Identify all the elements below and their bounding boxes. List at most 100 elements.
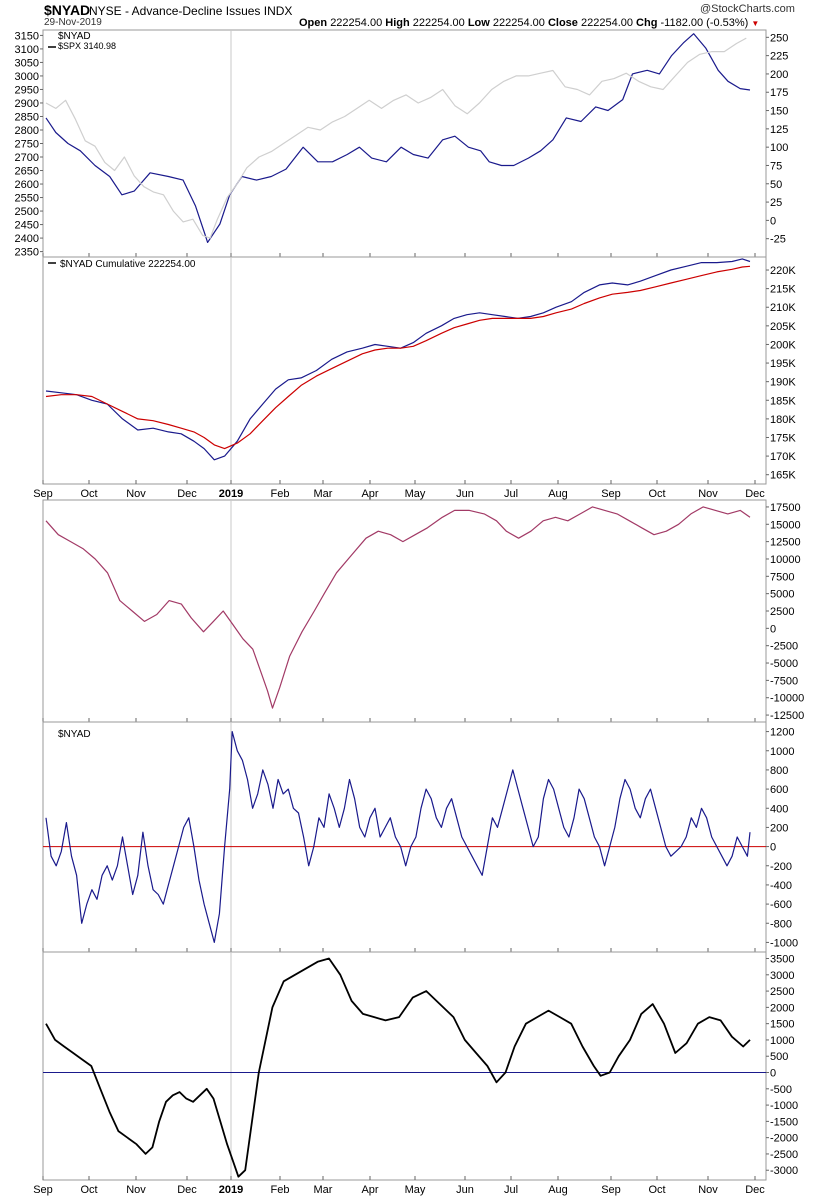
high-label: High [385,17,410,29]
y-axis-label: 3500 [770,954,794,966]
y-axis-label: 175 [770,87,788,99]
chart-panel-2 [42,256,767,485]
y-axis-label-left: 2600 [15,179,39,191]
y-axis-label: 165K [770,470,796,482]
x-axis-label: Sep [33,488,53,500]
x-axis-label: Oct [648,488,665,500]
low-label: Low [467,17,490,29]
x-axis-label: Dec [177,488,197,500]
x-axis-label: Nov [126,1184,146,1196]
y-axis-label-left: 2400 [15,233,39,245]
series-line-1 [45,33,751,243]
x-axis-label: 2019 [219,488,243,500]
chart-header: $NYAD NYSE - Advance-Decline Issues INDX… [0,0,820,30]
y-axis-label-left: 3100 [15,44,39,56]
x-axis-label: Apr [361,488,378,500]
y-axis-label: 170K [770,451,796,463]
x-axis-label: Dec [745,488,765,500]
x-axis-labels-row-1: Sep Oct Nov Dec 2019 Feb Mar Apr May Jun Jul Aug Sep… [33,488,765,500]
y-axis-label: 25 [770,197,782,209]
y-axis-label: 600 [770,784,788,796]
y-axis-label: 125 [770,124,788,136]
y-axis-label: -800 [770,918,792,930]
y-axis-label: 2500 [770,986,794,998]
y-axis-label: 250 [770,32,788,44]
ohlc-readout: Open 222254.00 High 222254.00 Low 222254… [299,17,759,29]
stockcharts-logo[interactable]: @StockCharts.com [700,3,795,15]
panel-2-legend: $NYAD Cumulative 222254.00 [48,259,196,270]
x-axis-label: Nov [126,488,146,500]
y-axis-label-left: 3150 [15,30,39,42]
y-axis-label-left: 2750 [15,139,39,151]
y-axis-label-left: 2350 [15,247,39,259]
series-line-1 [45,957,751,1178]
x-axis-label: Oct [80,1184,97,1196]
x-axis-label: Jun [456,488,474,500]
y-axis-label: -1500 [770,1116,798,1128]
y-axis-label-left: 2850 [15,111,39,123]
y-axis-label: 150 [770,106,788,118]
y-axis-label-left: 2500 [15,206,39,218]
y-axis-label: -1000 [770,937,798,949]
x-axis-label: Feb [271,1184,290,1196]
panel-5-content: -3000 -2500 -2000 -1500 -1000 -500 0 500 1000 150… [43,954,798,1178]
down-arrow-icon: ▼ [751,19,760,28]
y-axis-label: 500 [770,1051,788,1063]
y-axis-label: 10000 [770,554,801,566]
x-axis-label: Oct [648,1184,665,1196]
x-axis-label: May [405,1184,426,1196]
x-axis-label: Dec [745,1184,765,1196]
x-axis-label: Mar [314,488,333,500]
y-axis-label: 200K [770,339,796,351]
y-axis-label: 190K [770,377,796,389]
legend-label: $NYAD Cumulative 222254.00 [60,259,196,270]
x-axis-label: 2019 [219,1184,243,1196]
y-axis-label: 7500 [770,571,794,583]
series-line-2 [45,37,747,239]
series-line-2 [45,265,751,450]
chart-panel-5 [42,951,767,1181]
open-label: Open [299,17,328,29]
symbol-title: $NYAD [44,2,91,18]
y-axis-label: -2500 [770,1149,798,1161]
y-axis-label: 17500 [770,502,801,514]
legend-label: $SPX 3140.98 [58,41,116,51]
y-axis-label-left: 2900 [15,98,39,110]
x-axis-label: May [405,488,426,500]
y-axis-label: 180K [770,414,796,426]
y-axis-label-left: 2550 [15,193,39,205]
y-axis-label: 400 [770,803,788,815]
y-axis-label: 2500 [770,606,794,618]
y-axis-label: 15000 [770,519,801,531]
y-axis-label-left: 2700 [15,152,39,164]
y-axis-label-left: 2650 [15,166,39,178]
legend-label: $NYAD [58,729,91,740]
y-axis-label: 1000 [770,1035,794,1047]
y-axis-label: -7500 [770,675,798,687]
x-axis-labels-row-2: Sep Oct Nov Dec 2019 Feb Mar Apr May Jun Jul Aug Sep… [33,1184,765,1196]
x-axis-label: Mar [314,1184,333,1196]
y-axis-label: 50 [770,179,782,191]
x-axis-label: Nov [698,488,718,500]
y-axis-label-left: 3050 [15,57,39,69]
panel-4-content: -1000 -800 -600 -400 -200 0 200 400 600 800 1000 12… [43,727,798,949]
chart-date: 29-Nov-2019 [44,17,102,28]
y-axis-label: 0 [770,215,776,227]
y-axis-label-left: 3000 [15,71,39,83]
close-value: 222254.00 [580,17,633,29]
y-axis-label: 2000 [770,1002,794,1014]
series-line-1 [45,506,751,709]
y-axis-label: 0 [770,1068,776,1080]
y-axis-label: 215K [770,284,796,296]
x-axis-label: Sep [33,1184,53,1196]
y-axis-label: 12500 [770,537,801,549]
x-axis-label: Aug [548,1184,568,1196]
open-value: 222254.00 [330,17,383,29]
y-axis-label: -2500 [770,641,798,653]
y-axis-label: 195K [770,358,796,370]
y-axis-label: 1500 [770,1019,794,1031]
low-value: 222254.00 [492,17,545,29]
y-axis-label: 0 [770,842,776,854]
y-axis-label: -200 [770,861,792,873]
panel-4-legend: $NYAD [58,729,91,740]
